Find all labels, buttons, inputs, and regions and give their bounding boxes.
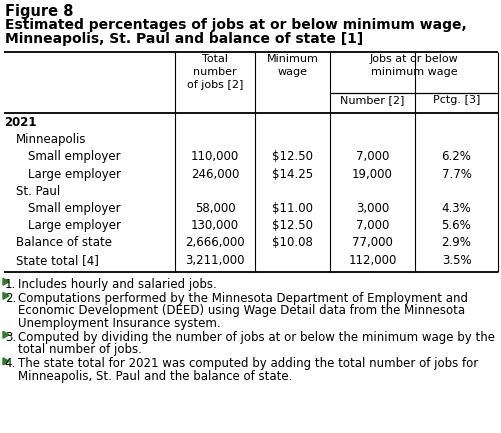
Polygon shape <box>3 292 9 299</box>
Text: $12.50: $12.50 <box>272 219 313 232</box>
Text: Large employer: Large employer <box>28 219 121 232</box>
Text: 5.6%: 5.6% <box>441 219 470 232</box>
Text: Economic Development (DEED) using Wage Detail data from the Minnesota: Economic Development (DEED) using Wage D… <box>18 304 464 317</box>
Text: 2,666,000: 2,666,000 <box>185 236 244 249</box>
Text: 112,000: 112,000 <box>348 254 396 267</box>
Text: 246,000: 246,000 <box>190 168 238 181</box>
Text: $12.50: $12.50 <box>272 150 313 163</box>
Text: 130,000: 130,000 <box>190 219 238 232</box>
Text: 4.3%: 4.3% <box>441 202 470 215</box>
Text: 3,211,000: 3,211,000 <box>185 254 244 267</box>
Text: Minimum
wage: Minimum wage <box>266 54 318 77</box>
Text: Pctg. [3]: Pctg. [3] <box>432 95 479 105</box>
Polygon shape <box>3 278 9 285</box>
Text: Small employer: Small employer <box>28 202 120 215</box>
Text: Figure 8: Figure 8 <box>5 4 73 19</box>
Text: 3.5%: 3.5% <box>441 254 470 267</box>
Text: $14.25: $14.25 <box>272 168 313 181</box>
Polygon shape <box>3 331 9 338</box>
Text: 77,000: 77,000 <box>351 236 392 249</box>
Text: Includes hourly and salaried jobs.: Includes hourly and salaried jobs. <box>18 278 216 291</box>
Text: State total [4]: State total [4] <box>16 254 99 267</box>
Text: Computed by dividing the number of jobs at or below the minimum wage by the: Computed by dividing the number of jobs … <box>18 331 494 344</box>
Text: Minneapolis: Minneapolis <box>16 133 86 146</box>
Text: $11.00: $11.00 <box>272 202 313 215</box>
Text: Minneapolis, St. Paul and the balance of state.: Minneapolis, St. Paul and the balance of… <box>18 370 292 383</box>
Text: 2.: 2. <box>5 292 16 305</box>
Text: 1.: 1. <box>5 278 16 291</box>
Text: 58,000: 58,000 <box>194 202 235 215</box>
Text: Jobs at or below
minimum wage: Jobs at or below minimum wage <box>369 54 457 77</box>
Text: 110,000: 110,000 <box>190 150 238 163</box>
Text: Unemployment Insurance system.: Unemployment Insurance system. <box>18 317 220 330</box>
Text: $10.08: $10.08 <box>272 236 312 249</box>
Text: Estimated percentages of jobs at or below minimum wage,: Estimated percentages of jobs at or belo… <box>5 18 466 32</box>
Text: 7,000: 7,000 <box>355 219 388 232</box>
Text: Small employer: Small employer <box>28 150 120 163</box>
Text: Total
number
of jobs [2]: Total number of jobs [2] <box>186 54 242 90</box>
Polygon shape <box>3 358 9 365</box>
Text: Balance of state: Balance of state <box>16 236 112 249</box>
Text: St. Paul: St. Paul <box>16 185 60 198</box>
Text: 4.: 4. <box>5 357 16 370</box>
Text: total number of jobs.: total number of jobs. <box>18 343 142 356</box>
Text: The state total for 2021 was computed by adding the total number of jobs for: The state total for 2021 was computed by… <box>18 357 477 370</box>
Text: 7,000: 7,000 <box>355 150 388 163</box>
Text: 7.7%: 7.7% <box>441 168 470 181</box>
Text: 2021: 2021 <box>4 116 37 129</box>
Text: 6.2%: 6.2% <box>441 150 470 163</box>
Text: Large employer: Large employer <box>28 168 121 181</box>
Text: Computations performed by the Minnesota Department of Employment and: Computations performed by the Minnesota … <box>18 292 467 305</box>
Text: 3,000: 3,000 <box>355 202 388 215</box>
Text: 19,000: 19,000 <box>351 168 392 181</box>
Text: 3.: 3. <box>5 331 16 344</box>
Text: Number [2]: Number [2] <box>340 95 404 105</box>
Text: 2.9%: 2.9% <box>441 236 470 249</box>
Text: Minneapolis, St. Paul and balance of state [1]: Minneapolis, St. Paul and balance of sta… <box>5 32 363 46</box>
